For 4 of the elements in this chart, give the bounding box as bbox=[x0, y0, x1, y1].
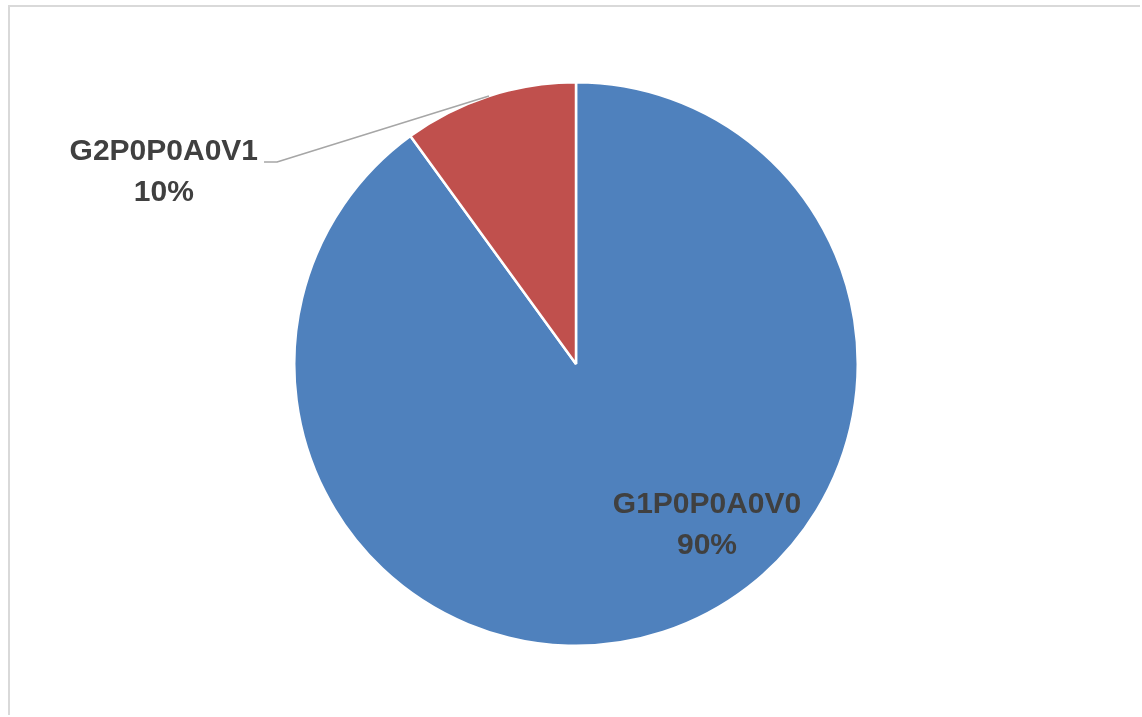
slice-label: G2P0P0A0V1 bbox=[69, 133, 259, 167]
data-label: 10% bbox=[133, 174, 194, 208]
slice-label: G1P0P0A0V0 bbox=[612, 486, 802, 520]
data-label: 90% bbox=[676, 527, 738, 561]
